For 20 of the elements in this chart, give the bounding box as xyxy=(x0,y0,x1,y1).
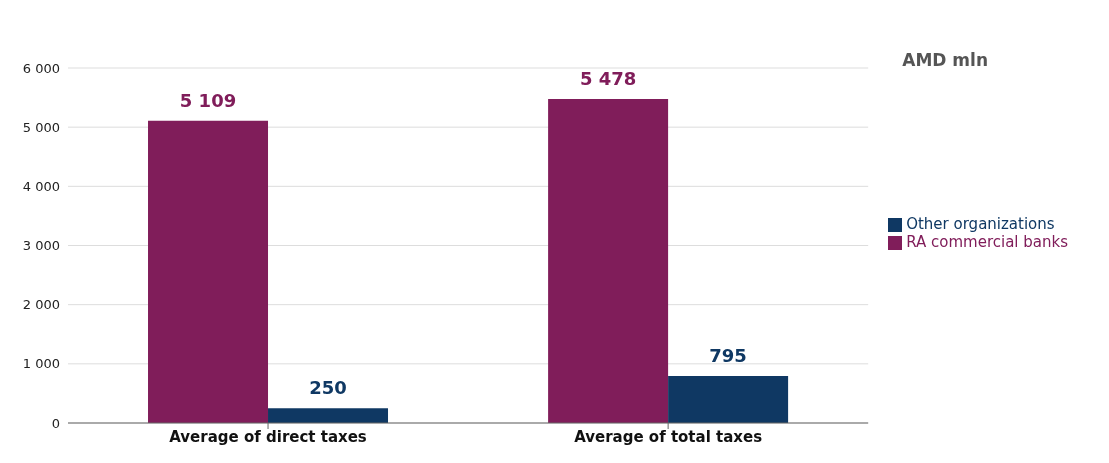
y-tick-label: 2 000 xyxy=(22,297,60,313)
legend-label: RA commercial banks xyxy=(906,233,1068,251)
data-label: 250 xyxy=(309,377,347,399)
y-tick-label: 6 000 xyxy=(22,60,60,76)
y-tick-label: 3 000 xyxy=(22,238,60,254)
data-label: 5 478 xyxy=(579,67,637,89)
text: AMD mln xyxy=(902,50,988,70)
data-label: 795 xyxy=(709,344,747,366)
y-tick-label: 0 xyxy=(51,415,60,431)
bar xyxy=(148,120,269,423)
y-tick-label: 4 000 xyxy=(22,178,60,194)
y-tick-label: 5 000 xyxy=(22,119,60,135)
bar xyxy=(668,375,789,423)
x-tick-label: Average of total taxes xyxy=(574,427,763,446)
y-tick-label: 1 000 xyxy=(22,356,60,372)
legend-label: Other organizations xyxy=(906,215,1055,233)
bar xyxy=(548,98,669,423)
x-tick-label: Average of direct taxes xyxy=(169,427,367,446)
bar xyxy=(268,408,389,423)
data-label: 5 109 xyxy=(179,89,237,111)
